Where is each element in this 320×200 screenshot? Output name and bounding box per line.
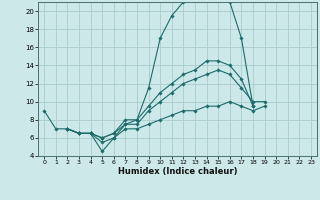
X-axis label: Humidex (Indice chaleur): Humidex (Indice chaleur)	[118, 167, 237, 176]
